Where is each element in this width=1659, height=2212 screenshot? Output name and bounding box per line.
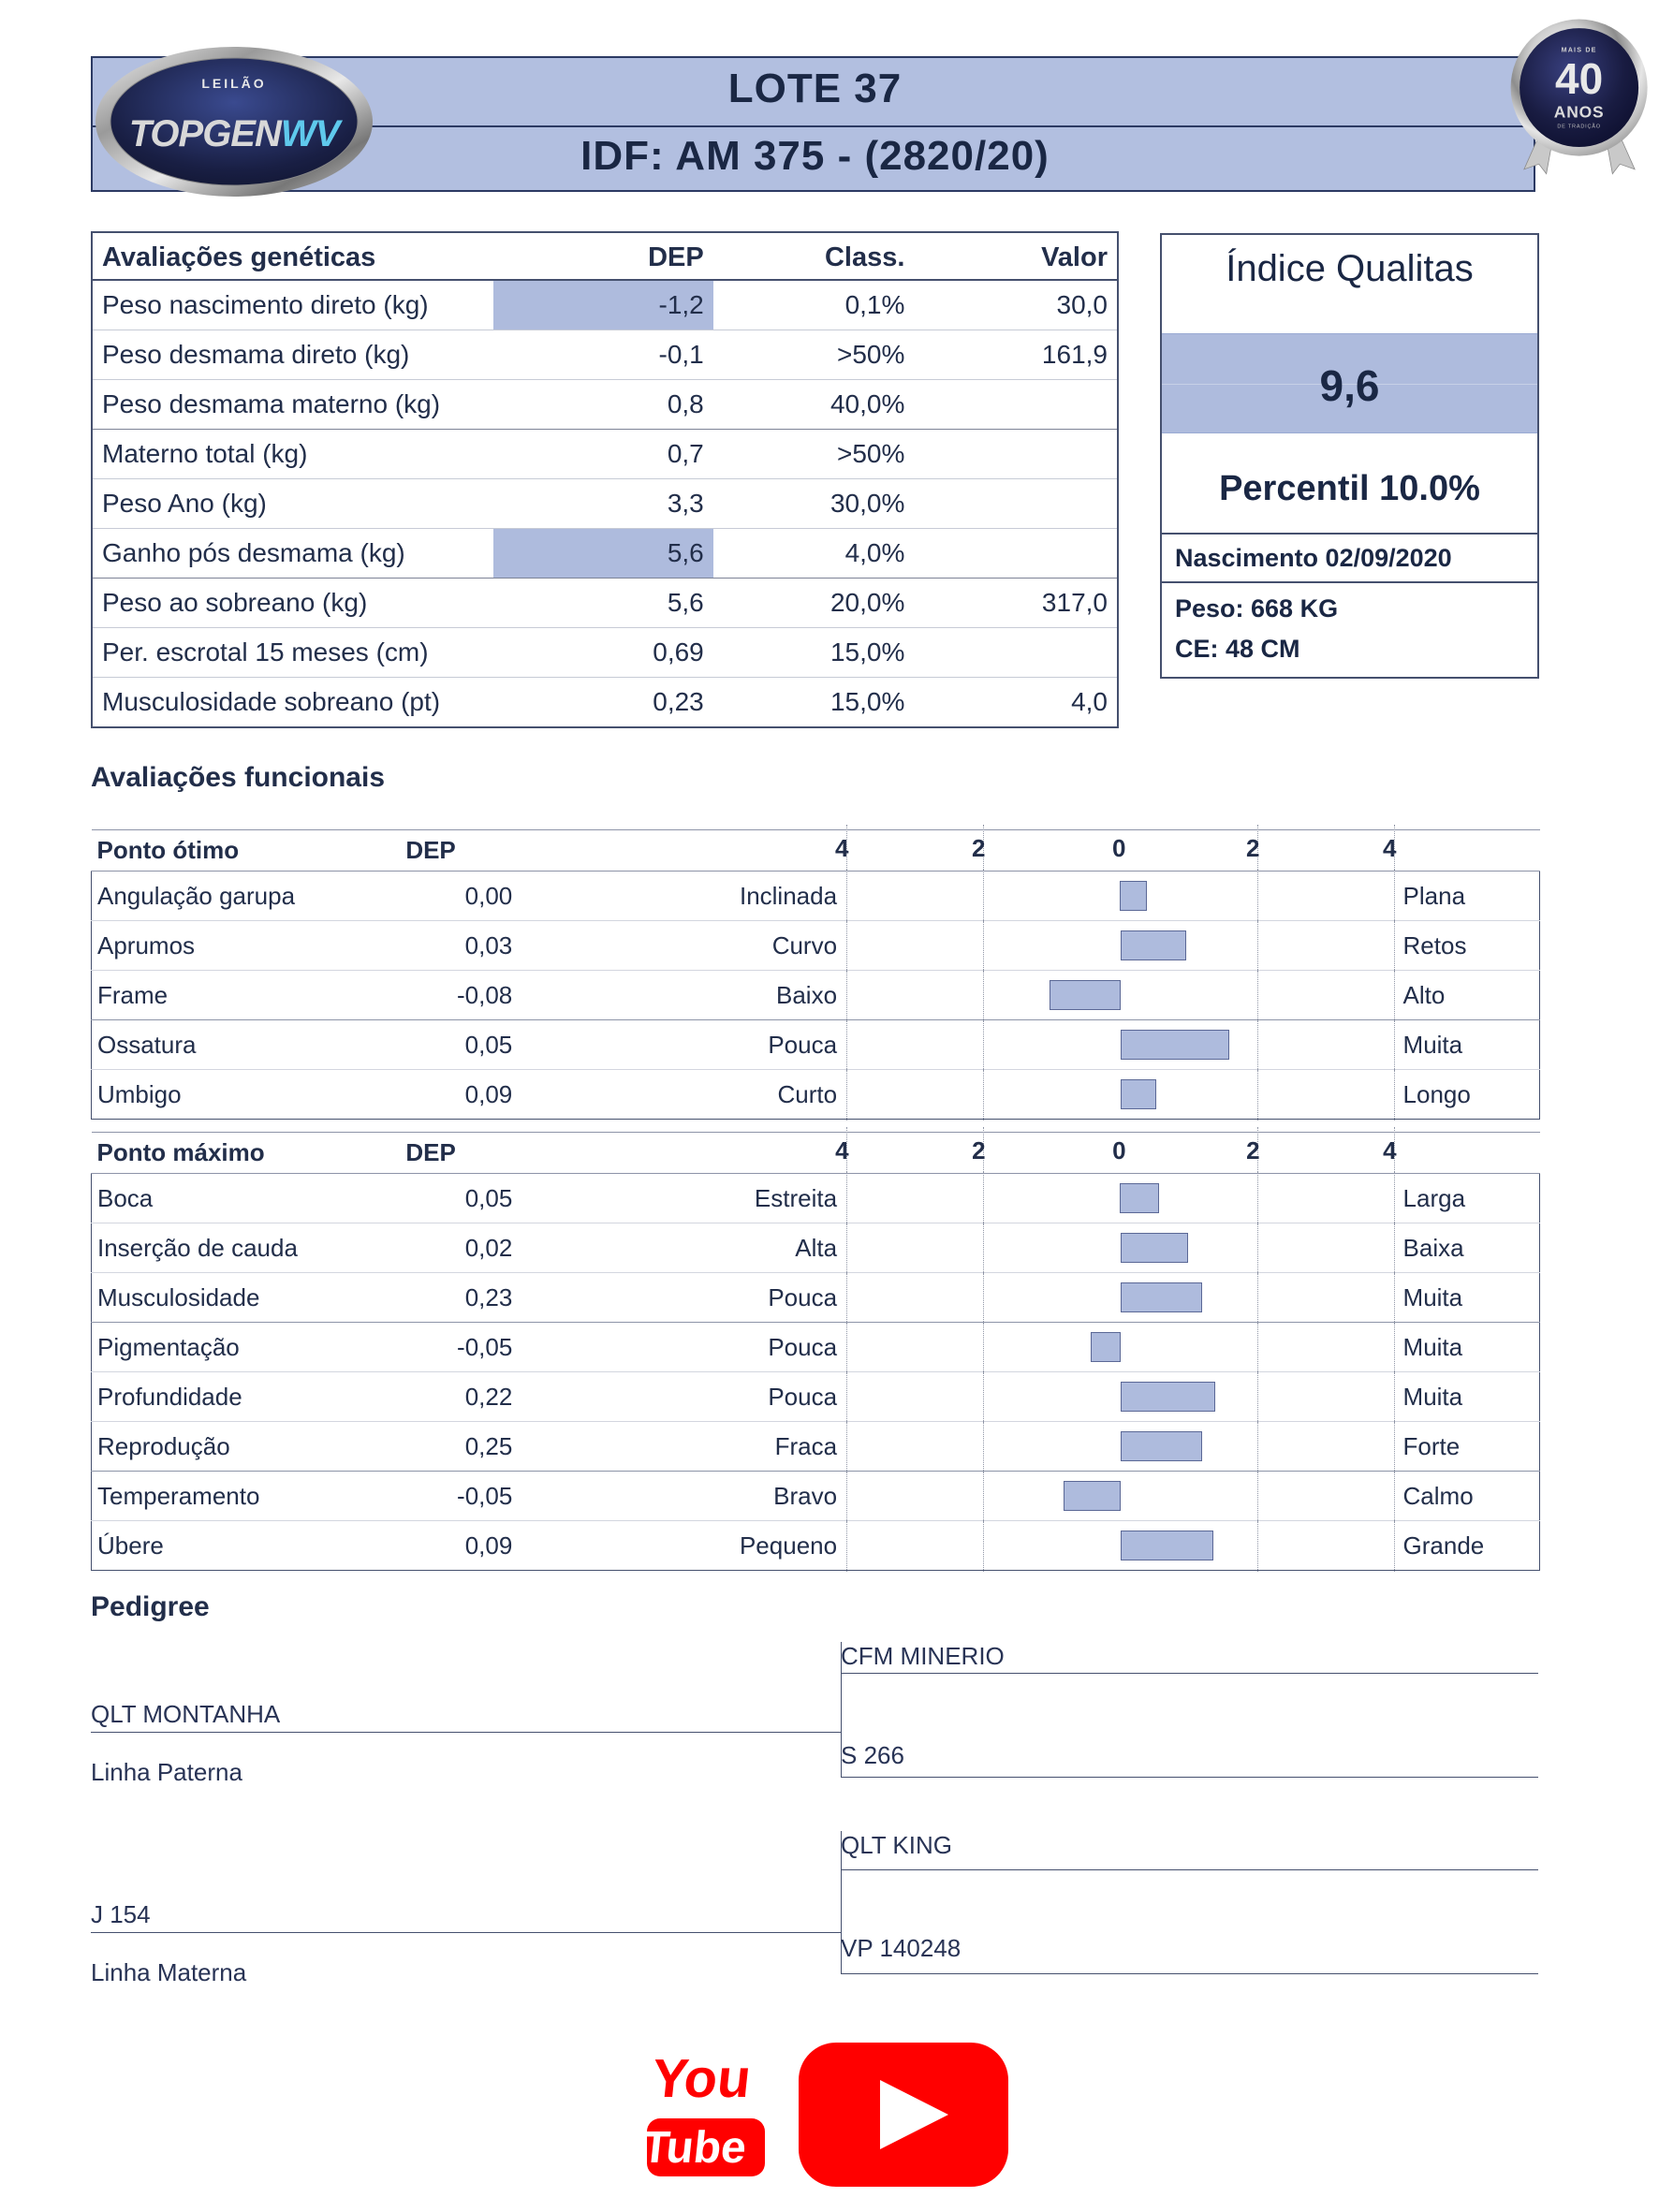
svg-text:MAIS DE: MAIS DE [1562, 46, 1597, 53]
svg-text:DE TRADIÇÃO: DE TRADIÇÃO [1557, 123, 1601, 129]
svg-text:40: 40 [1555, 54, 1603, 103]
svg-text:You: You [649, 2048, 754, 2109]
svg-text:ANOS: ANOS [1554, 102, 1605, 121]
svg-text:TOPGENWV: TOPGENWV [129, 113, 344, 154]
svg-text:Tube: Tube [645, 2122, 749, 2173]
svg-text:LEILÃO: LEILÃO [201, 75, 266, 91]
